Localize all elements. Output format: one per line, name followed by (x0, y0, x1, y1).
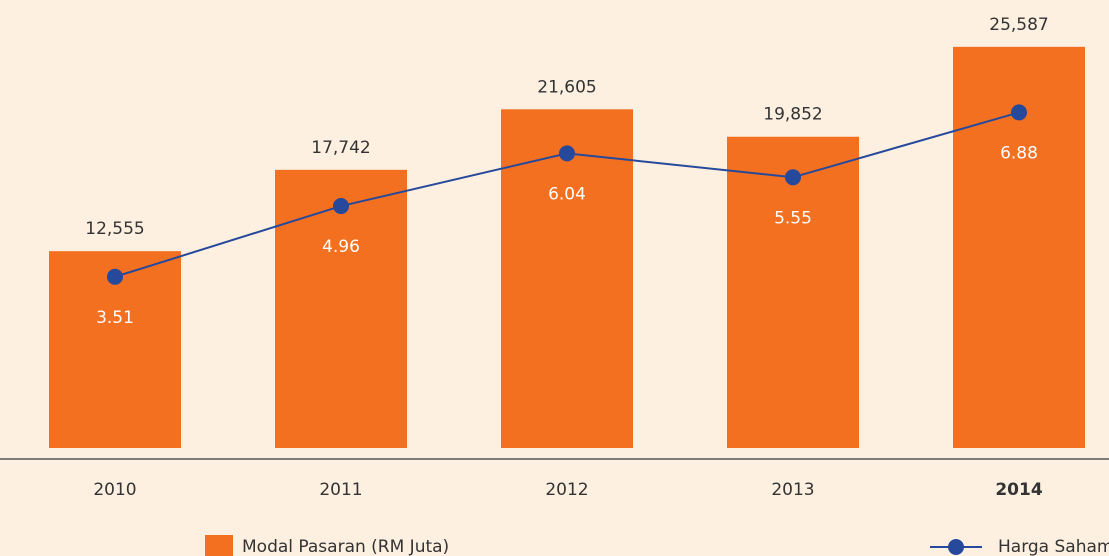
line-point (559, 145, 575, 162)
legend-label: Harga Saham (RM)1 (998, 535, 1109, 556)
line-value-label: 6.04 (548, 184, 586, 204)
line-point (1011, 104, 1027, 121)
line-value-label: 6.88 (1000, 143, 1038, 163)
legend-marker (948, 539, 964, 555)
line-point (785, 169, 801, 186)
bar (727, 136, 859, 448)
bar (275, 169, 407, 448)
x-tick-label: 2014 (995, 480, 1042, 500)
line-value-label: 5.55 (774, 208, 812, 228)
bar-value-label: 12,555 (85, 219, 144, 239)
legend-label-text: Harga Saham (RM) (998, 537, 1109, 556)
bar-value-label: 25,587 (989, 15, 1048, 35)
x-tick-label: 2012 (545, 480, 588, 500)
line-value-label: 4.96 (322, 237, 360, 257)
x-tick-label: 2010 (93, 480, 136, 500)
bar-value-label: 21,605 (537, 77, 596, 97)
legend-label: Modal Pasaran (RM Juta) (242, 537, 449, 556)
bar (501, 109, 633, 448)
x-tick-label: 2011 (319, 480, 362, 500)
line-point (333, 198, 349, 215)
x-tick-label: 2013 (771, 480, 814, 500)
line-point (107, 268, 123, 285)
bar-value-label: 17,742 (311, 138, 370, 158)
legend-swatch (205, 535, 233, 556)
bar-value-label: 19,852 (763, 105, 822, 125)
line-value-label: 3.51 (96, 308, 134, 328)
